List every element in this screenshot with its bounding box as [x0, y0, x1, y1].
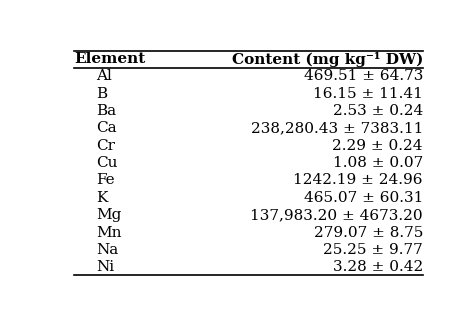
Text: 465.07 ± 60.31: 465.07 ± 60.31: [303, 191, 423, 205]
Text: Content (mg kg⁻¹ DW): Content (mg kg⁻¹ DW): [232, 52, 423, 67]
Text: Fe: Fe: [96, 173, 115, 187]
Text: Al: Al: [96, 69, 112, 83]
Text: B: B: [96, 87, 107, 101]
Text: 16.15 ± 11.41: 16.15 ± 11.41: [313, 87, 423, 101]
Text: Ca: Ca: [96, 121, 117, 136]
Text: 1242.19 ± 24.96: 1242.19 ± 24.96: [293, 173, 423, 187]
Text: 2.29 ± 0.24: 2.29 ± 0.24: [332, 139, 423, 153]
Text: Element: Element: [74, 52, 145, 66]
Text: 3.28 ± 0.42: 3.28 ± 0.42: [333, 260, 423, 274]
Text: 238,280.43 ± 7383.11: 238,280.43 ± 7383.11: [251, 121, 423, 136]
Text: 279.07 ± 8.75: 279.07 ± 8.75: [314, 226, 423, 239]
Text: Ni: Ni: [96, 260, 114, 274]
Text: K: K: [96, 191, 107, 205]
Text: Na: Na: [96, 243, 118, 257]
Text: 137,983.20 ± 4673.20: 137,983.20 ± 4673.20: [250, 208, 423, 222]
Text: Ba: Ba: [96, 104, 116, 118]
Text: Cr: Cr: [96, 139, 115, 153]
Text: 2.53 ± 0.24: 2.53 ± 0.24: [333, 104, 423, 118]
Text: Cu: Cu: [96, 156, 118, 170]
Text: Mn: Mn: [96, 226, 121, 239]
Text: Mg: Mg: [96, 208, 121, 222]
Text: 25.25 ± 9.77: 25.25 ± 9.77: [323, 243, 423, 257]
Text: 469.51 ± 64.73: 469.51 ± 64.73: [303, 69, 423, 83]
Text: 1.08 ± 0.07: 1.08 ± 0.07: [333, 156, 423, 170]
